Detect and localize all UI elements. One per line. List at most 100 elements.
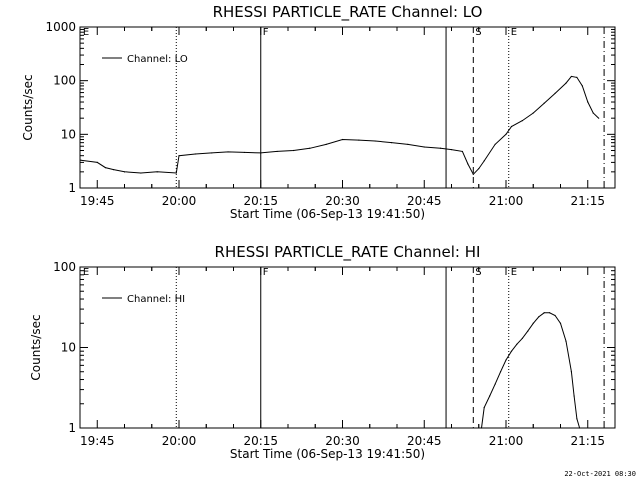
legend-entry: Channel: LO: [127, 54, 188, 65]
series-point: [581, 85, 583, 87]
series-point: [276, 150, 278, 153]
x-tick-label: 20:15: [243, 434, 278, 448]
series-point: [554, 92, 556, 94]
series-point: [510, 350, 513, 352]
series-point: [538, 316, 540, 318]
x-tick-label: 21:00: [489, 434, 524, 448]
series-point: [113, 169, 115, 171]
flag-label: E: [511, 267, 517, 278]
series-point: [576, 418, 578, 420]
series-point: [592, 112, 594, 114]
series-point: [472, 173, 474, 175]
flag-label: E: [83, 27, 89, 38]
series-point: [341, 138, 344, 141]
series-point: [80, 159, 82, 161]
series-point: [521, 337, 523, 339]
series-point: [578, 427, 581, 429]
series-point: [123, 171, 126, 173]
chart-title: RHESSI PARTICLE_RATE Channel: LO: [213, 3, 483, 22]
x-tick-label: 20:00: [162, 434, 197, 448]
series-point: [309, 147, 311, 149]
plot-frame: [79, 266, 616, 429]
x-tick-label: 20:45: [407, 194, 442, 208]
y-tick-label: 100: [53, 74, 76, 88]
series-point: [211, 152, 213, 154]
x-tick-label: 20:00: [162, 194, 197, 208]
series-point: [510, 125, 513, 128]
x-tick-label: 19:45: [80, 434, 115, 448]
series-point: [467, 163, 469, 165]
footer-timestamp: 22-Oct-2021 08:30: [564, 470, 636, 478]
series-point: [576, 76, 578, 79]
series-point: [570, 371, 573, 373]
series-point: [156, 171, 158, 173]
y-tick-label: 1000: [45, 20, 76, 34]
series-point: [489, 395, 491, 397]
series-point: [543, 102, 545, 104]
series-point: [178, 155, 180, 157]
series-point: [516, 343, 518, 345]
series-line: [80, 75, 600, 176]
chart-title: RHESSI PARTICLE_RATE Channel: HI: [215, 243, 481, 262]
series-point: [407, 143, 409, 145]
series-point: [494, 143, 496, 145]
x-tick-label: 20:45: [407, 434, 442, 448]
series-point: [549, 312, 551, 314]
series-point: [505, 133, 507, 135]
y-axis-label: Counts/sec: [29, 314, 43, 380]
x-tick-label: 20:30: [325, 434, 360, 448]
series-point: [390, 142, 393, 144]
series-point: [480, 427, 483, 429]
y-tick-label: 1: [68, 181, 76, 195]
series-point: [461, 150, 464, 153]
series-point: [243, 151, 246, 154]
flag-label: S: [475, 267, 481, 278]
flag-label: F: [263, 267, 269, 278]
series-point: [570, 75, 573, 78]
x-tick-label: 20:15: [243, 194, 278, 208]
series-point: [483, 160, 485, 162]
series-point: [358, 139, 360, 141]
series-point: [450, 148, 453, 151]
x-tick-label: 21:15: [570, 194, 605, 208]
y-tick-label: 10: [61, 127, 76, 141]
series-point: [521, 120, 523, 122]
series-point: [140, 172, 142, 174]
series-point: [227, 151, 229, 153]
series-point: [573, 395, 575, 397]
flag-label: E: [511, 27, 517, 38]
series-point: [440, 147, 442, 149]
series-point: [505, 359, 507, 361]
x-tick-label: 21:15: [570, 434, 605, 448]
series-point: [292, 149, 295, 152]
plot-frame: [79, 26, 616, 189]
flag-label: F: [263, 27, 269, 38]
series-point: [532, 112, 534, 114]
series-point: [478, 167, 480, 170]
y-tick-label: 10: [61, 341, 76, 355]
flag-label: E: [83, 267, 89, 278]
series-point: [260, 152, 262, 154]
series-point: [565, 82, 567, 84]
x-tick-label: 20:30: [325, 194, 360, 208]
x-tick-label: 19:45: [80, 194, 115, 208]
y-tick-label: 100: [53, 260, 76, 274]
y-tick-label: 1: [68, 421, 76, 435]
chart-panel-hi: RHESSI PARTICLE_RATE Channel: HI 1 10 100 19…: [29, 243, 616, 461]
series-point: [423, 146, 425, 148]
series-point: [374, 140, 376, 142]
series-point: [194, 153, 196, 155]
series-line: [481, 312, 581, 429]
x-axis-label: Start Time (06-Sep-13 19:41:50): [230, 207, 425, 221]
series-point: [554, 314, 556, 317]
series-point: [494, 383, 496, 385]
flag-label: S: [475, 27, 481, 38]
series-point: [565, 340, 567, 342]
legend-entry: Channel: HI: [127, 294, 185, 305]
series-point: [543, 312, 545, 314]
x-tick-label: 21:00: [489, 194, 524, 208]
chart-panel-lo: RHESSI PARTICLE_RATE Channel: LO 1 10 100 10…: [21, 3, 616, 221]
series-point: [96, 161, 98, 163]
series-point: [175, 172, 177, 174]
